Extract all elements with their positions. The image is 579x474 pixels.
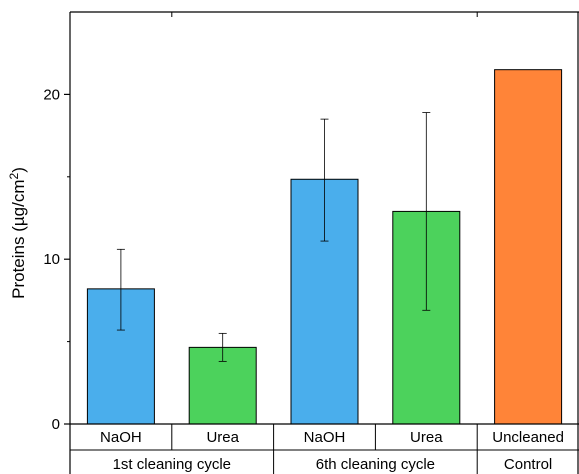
group-label: Control (504, 456, 552, 473)
bar (494, 69, 563, 425)
y-tick-label: 0 (52, 416, 60, 433)
y-axis-title: Proteins (µg/cm2) (7, 167, 28, 299)
category-label: Urea (410, 429, 443, 446)
category-label: Urea (206, 429, 239, 446)
y-tick-label: 20 (43, 86, 60, 103)
category-label: Uncleaned (492, 429, 564, 446)
category-label: NaOH (304, 429, 346, 446)
group-label: 6th cleaning cycle (316, 456, 435, 473)
plot-area: 0 10 20 NaOH Urea NaOH Urea Uncleaned 1st cleani… (43, 11, 579, 474)
category-label: NaOH (100, 429, 142, 446)
y-tick-label: 10 (43, 251, 60, 268)
group-label: 1st cleaning cycle (113, 456, 231, 473)
